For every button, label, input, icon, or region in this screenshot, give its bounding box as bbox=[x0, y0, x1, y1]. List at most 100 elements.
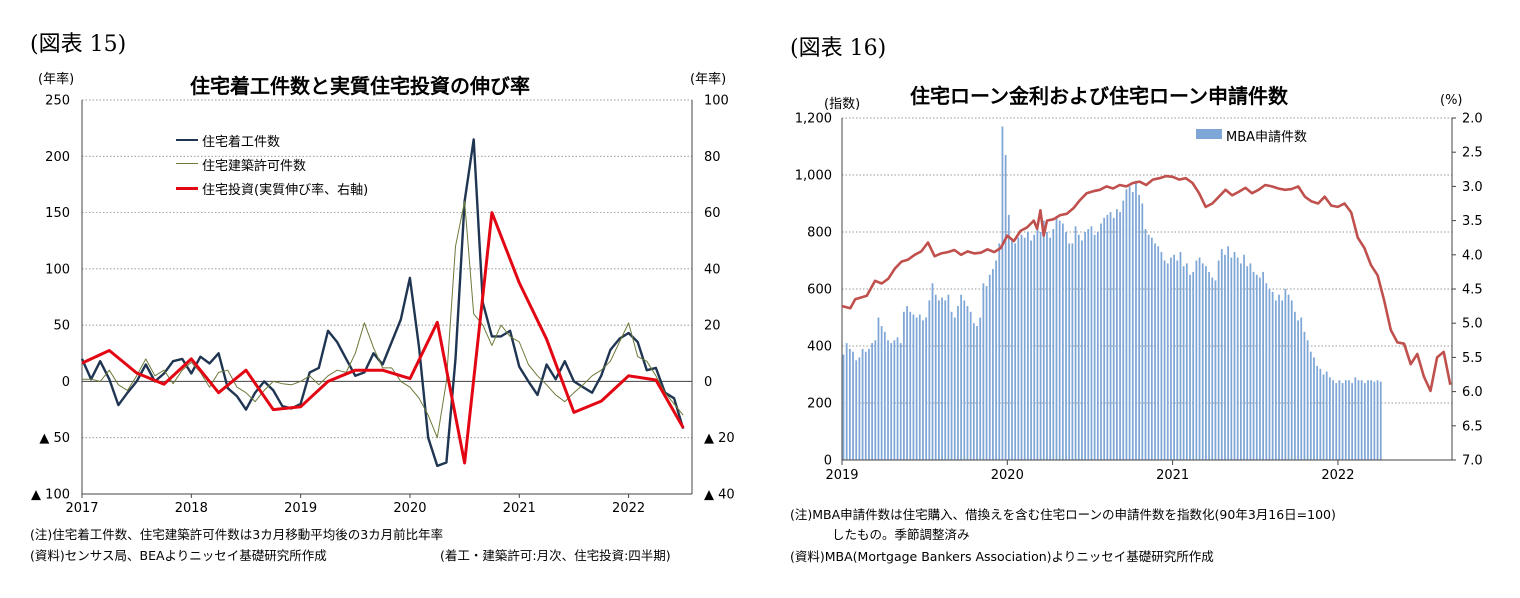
bar-mba-applications bbox=[1290, 300, 1293, 460]
right-note-2: したもの。季節調整済み bbox=[832, 527, 970, 542]
bar-mba-applications bbox=[1220, 249, 1223, 460]
bar-mba-applications bbox=[1014, 243, 1017, 460]
x-tick-label: 2020 bbox=[393, 501, 426, 516]
bar-mba-applications bbox=[1166, 263, 1169, 460]
bar-mba-applications bbox=[1265, 283, 1268, 460]
bar-mba-applications bbox=[1087, 229, 1090, 460]
y-left-tick-label: ▲ 50 bbox=[39, 431, 70, 446]
bar-mba-applications bbox=[1227, 246, 1230, 461]
x-tick-label: 2022 bbox=[612, 501, 645, 516]
y-right-tick-label: 0 bbox=[704, 375, 712, 390]
bar-mba-applications bbox=[1351, 383, 1354, 460]
bar-mba-applications bbox=[1109, 212, 1112, 460]
series-residential-investment-line bbox=[81, 211, 685, 465]
x-tick-label: 2021 bbox=[1156, 468, 1189, 483]
bar-mba-applications bbox=[1259, 277, 1261, 460]
y-left-tick-label: 200 bbox=[45, 150, 70, 165]
bar-mba-applications bbox=[1154, 243, 1156, 460]
bar-mba-applications bbox=[918, 314, 921, 460]
y-right-tick-label: 40 bbox=[704, 262, 721, 277]
bar-mba-applications bbox=[1179, 252, 1182, 460]
right-chart-left-unit: (指数) bbox=[824, 97, 861, 112]
bar-mba-applications bbox=[893, 340, 896, 460]
y-right-tick-label: 100 bbox=[704, 94, 729, 109]
bar-mba-applications bbox=[1119, 212, 1121, 460]
bar-mba-applications bbox=[960, 294, 962, 460]
bar-mba-applications bbox=[1198, 257, 1201, 460]
bar-mba-applications bbox=[953, 317, 956, 460]
bar-mba-applications bbox=[1170, 257, 1172, 460]
x-tick-label: 2020 bbox=[991, 468, 1024, 483]
bar-mba-applications bbox=[925, 317, 928, 460]
x-tick-label: 2022 bbox=[1321, 468, 1354, 483]
bar-mba-applications bbox=[1061, 223, 1064, 460]
bar-mba-applications bbox=[950, 311, 953, 460]
bar-mba-applications bbox=[1239, 263, 1242, 460]
bar-mba-applications bbox=[864, 351, 867, 460]
bar-mba-applications bbox=[1303, 331, 1306, 461]
bar-mba-applications bbox=[1116, 209, 1118, 460]
bar-mba-applications bbox=[922, 320, 924, 460]
legend-swatch-building-permits bbox=[176, 163, 198, 164]
bar-mba-applications bbox=[1236, 257, 1239, 460]
bar-mba-applications bbox=[1195, 260, 1198, 460]
right-chart-right-unit: (%) bbox=[1440, 93, 1463, 108]
bar-mba-applications bbox=[1122, 200, 1125, 460]
y-left-tick-label: 1,200 bbox=[795, 112, 832, 127]
bar-mba-applications bbox=[1332, 380, 1334, 460]
chart-title-housing-starts: 住宅着工件数と実質住宅投資の伸び率 bbox=[190, 74, 530, 98]
bar-mba-applications bbox=[1322, 374, 1325, 460]
bar-mba-applications bbox=[982, 283, 985, 460]
left-note-2: (資料)センサス局、BEAよりニッセイ基礎研究所作成 bbox=[30, 548, 327, 563]
bar-mba-applications bbox=[1074, 226, 1077, 460]
bar-mba-applications bbox=[1090, 226, 1093, 460]
bar-mba-applications bbox=[1160, 252, 1163, 460]
bar-mba-applications bbox=[1141, 203, 1144, 460]
bar-mba-applications bbox=[1147, 234, 1150, 460]
bar-mba-applications bbox=[861, 348, 864, 460]
x-tick-label: 2019 bbox=[284, 501, 317, 516]
bar-mba-applications bbox=[928, 300, 931, 460]
bar-mba-applications bbox=[1344, 380, 1347, 460]
bar-mba-applications bbox=[1376, 380, 1379, 460]
bar-mba-applications bbox=[899, 343, 902, 460]
y-left-tick-label: ▲ 100 bbox=[31, 488, 70, 503]
bar-mba-applications bbox=[1284, 289, 1287, 460]
bar-mba-applications bbox=[934, 294, 937, 460]
right-note-3: (資料)MBA(Mortgage Bankers Association)よりニ… bbox=[790, 549, 1214, 564]
bar-mba-applications bbox=[1319, 368, 1322, 460]
y-left-tick-label: 0 bbox=[62, 375, 70, 390]
bar-mba-applications bbox=[1033, 234, 1036, 460]
left-note-1: (注)住宅着工件数、住宅建築許可件数は3カ月移動平均後の3カ月前比年率 bbox=[30, 527, 444, 542]
bar-mba-applications bbox=[1316, 365, 1319, 460]
bar-mba-applications bbox=[931, 283, 934, 460]
y-right-tick-label: 6.0 bbox=[1462, 385, 1483, 400]
bar-mba-applications bbox=[1278, 294, 1280, 460]
bar-mba-applications bbox=[1297, 320, 1299, 460]
bar-mba-applications bbox=[887, 340, 889, 460]
bar-mba-applications bbox=[1004, 155, 1007, 460]
bar-mba-applications bbox=[937, 300, 940, 460]
bar-mba-applications bbox=[1100, 223, 1102, 460]
bar-mba-applications bbox=[1081, 240, 1083, 460]
bar-mba-applications bbox=[1077, 234, 1080, 460]
y-left-tick-label: 100 bbox=[45, 262, 70, 277]
bar-mba-applications bbox=[1300, 317, 1303, 460]
bar-mba-applications bbox=[890, 343, 893, 460]
bar-mba-applications bbox=[1309, 351, 1312, 460]
bar-mba-applications bbox=[1224, 254, 1226, 460]
bar-mba-applications bbox=[1268, 289, 1271, 460]
right-note-1: (注)MBA申請件数は住宅購入、借換えを含む住宅ローンの申請件数を指数化(90年… bbox=[790, 507, 1336, 522]
bar-mba-applications bbox=[1294, 311, 1296, 460]
bar-mba-applications bbox=[1287, 294, 1290, 460]
bar-mba-applications bbox=[845, 343, 848, 460]
y-right-tick-label: 20 bbox=[704, 319, 721, 334]
bar-mba-applications bbox=[1046, 232, 1048, 460]
bar-mba-applications bbox=[1017, 237, 1020, 460]
legend-label-residential-investment: 住宅投資(実質伸び率、右軸) bbox=[202, 183, 369, 198]
bar-mba-applications bbox=[1093, 234, 1096, 460]
bar-mba-applications bbox=[1176, 260, 1179, 460]
bar-mba-applications bbox=[1189, 274, 1191, 461]
bar-mba-applications bbox=[1011, 240, 1013, 460]
